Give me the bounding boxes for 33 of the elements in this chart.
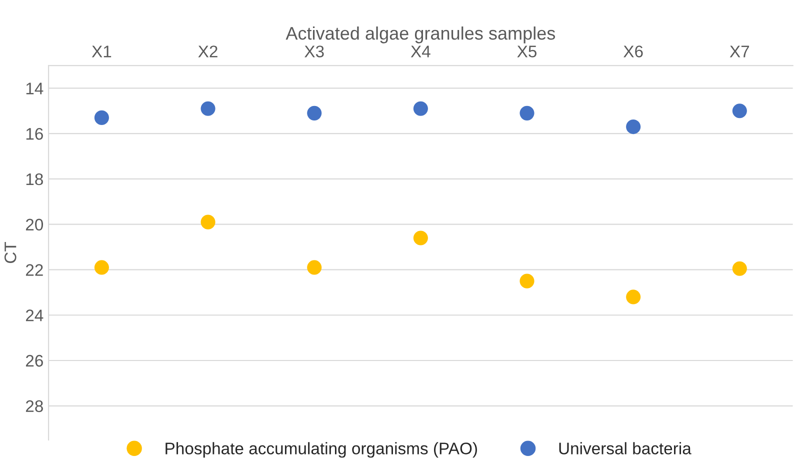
point [626,120,641,134]
point [94,110,109,125]
x-axis-title: Activated algae granules samples [286,26,556,44]
x-tick-label: X6 [624,46,643,58]
x-tick-label: X5 [517,46,536,58]
y-tick-label: 24 [26,310,44,322]
point [307,106,322,120]
y-tick-label: 28 [26,400,43,412]
point [520,106,534,120]
y-tick-label: 26 [26,354,43,367]
legend-label: Universal bacteria [559,442,692,454]
x-tick-label: X3 [304,46,324,58]
y-axis-title: CT [4,242,16,263]
y-tick-label: 20 [26,218,44,231]
x-tick-label: X2 [198,46,218,58]
point [200,214,216,230]
point [413,101,428,116]
point [732,104,747,118]
y-tick-label: 18 [26,173,43,186]
legend-label: Phosphate accumulating organisms (PAO) [166,442,477,458]
y-tick-label: 22 [26,264,43,276]
y-tick-label: 16 [26,128,43,140]
point [200,101,216,116]
x-tick-label: X1 [92,46,112,58]
point [732,261,747,276]
point [626,290,641,304]
point [94,260,109,275]
x-tick-label: X4 [410,46,430,58]
x-tick-label: X7 [730,46,750,58]
point [520,274,534,288]
point [413,230,428,246]
y-tick-label: 14 [26,82,44,94]
point [307,260,322,275]
